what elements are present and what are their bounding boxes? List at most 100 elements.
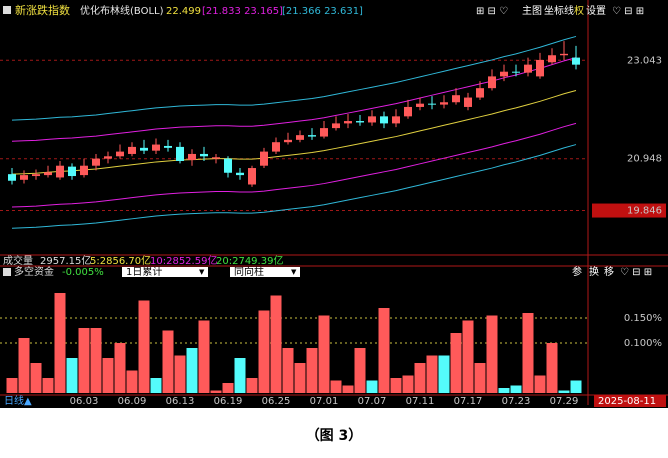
bar [270, 295, 282, 393]
bar [354, 348, 366, 393]
candle-body [332, 123, 340, 129]
x-tick-label: 06.19 [214, 396, 243, 407]
candle-body [260, 151, 268, 166]
bar [42, 378, 54, 393]
bar [222, 383, 234, 393]
x-tick-label: 07.17 [454, 396, 483, 407]
bar [246, 378, 258, 393]
bar [414, 363, 426, 393]
candle-body [32, 174, 40, 177]
x-tick-label: 07.11 [406, 396, 435, 407]
bar [462, 320, 474, 393]
dropdown-arrow[interactable]: ▼ [291, 268, 297, 276]
candle-body [572, 57, 580, 65]
boll-line [11, 90, 577, 175]
bar [390, 378, 402, 393]
boll-band: [21.833 23.165] [202, 6, 283, 17]
candle-body [44, 172, 52, 176]
dropdown[interactable] [230, 267, 300, 277]
bar [258, 310, 270, 393]
icon[interactable] [3, 6, 11, 14]
candle-body [356, 121, 364, 123]
bar [558, 390, 570, 393]
bar [570, 380, 582, 393]
bar [534, 375, 546, 393]
bar [366, 380, 378, 393]
candle-body [476, 88, 484, 98]
candle-body [428, 103, 436, 105]
bar [450, 333, 462, 393]
candle-body [104, 156, 112, 159]
toolbar-item[interactable]: 坐标线 [544, 4, 574, 17]
bar [126, 370, 138, 393]
toolbar-icon[interactable]: ⊞ ⊟ ♡ [476, 6, 508, 17]
candle-body [20, 175, 28, 180]
candle-body [68, 166, 76, 177]
x-tick-label: 06.13 [166, 396, 195, 407]
panel-tool[interactable]: 移 [604, 265, 614, 278]
y-tick-label: 20.948 [627, 154, 662, 165]
period[interactable]: 日线▲ [4, 394, 32, 407]
toolbar-icon[interactable]: ♡ ⊟ ⊞ [620, 267, 652, 278]
indicator-name[interactable]: 新涨跌指数 [15, 3, 70, 17]
panel-tool[interactable]: 参 [572, 265, 582, 278]
boll-line [11, 35, 577, 121]
toolbar-item[interactable]: 主图 [522, 5, 542, 17]
candle-body [92, 158, 100, 166]
price-box [592, 203, 666, 218]
candle-body [536, 59, 544, 77]
bar [546, 343, 558, 393]
candle-body [140, 147, 148, 151]
candle-body [80, 165, 88, 176]
candle-body [416, 103, 424, 107]
bar [174, 355, 186, 393]
panel-tool[interactable]: 换 [589, 265, 599, 278]
candle-body [344, 121, 352, 124]
bar [78, 328, 90, 393]
x-tick-label: 06.03 [70, 396, 99, 407]
bar [150, 378, 162, 393]
bar [378, 308, 390, 393]
dropdown-label[interactable]: 同向柱 [234, 265, 264, 278]
background [0, 0, 668, 408]
panel-value: -0.005% [62, 267, 104, 278]
dropdown-arrow[interactable]: ▼ [199, 268, 205, 276]
toolbar-icon[interactable]: ♡ ⊟ ⊞ [612, 6, 644, 17]
candle-body [176, 146, 184, 161]
cursor-date: 2025-08-11 [598, 396, 656, 407]
x-tick-label: 07.07 [358, 396, 387, 407]
bar [510, 385, 522, 393]
x-tick-label: 06.09 [118, 396, 147, 407]
bar [186, 348, 198, 393]
candle-body [56, 165, 64, 178]
candle-body [368, 116, 376, 123]
dropdown-label[interactable]: 1日累计 [126, 265, 162, 278]
bar [498, 388, 510, 393]
boll-mid: 22.499 [166, 6, 201, 17]
bar [54, 293, 66, 393]
toolbar-item[interactable]: 设置 [586, 5, 606, 17]
bar [486, 315, 498, 393]
candle-body [128, 146, 136, 154]
bar [234, 358, 246, 393]
x-tick-label: 07.01 [310, 396, 339, 407]
bar [210, 390, 222, 393]
candle-body [248, 168, 256, 185]
bar [294, 363, 306, 393]
boll-title: 优化布林线(BOLL) [80, 4, 164, 17]
bar [138, 300, 150, 393]
dropdown[interactable] [122, 267, 208, 277]
icon[interactable] [3, 268, 11, 276]
volume-ma: 5:2856.70亿 [90, 254, 151, 267]
x-tick-label: 06.25 [262, 396, 291, 407]
candle-body [236, 172, 244, 176]
candle-body [380, 116, 388, 124]
toolbar-item[interactable]: 权 [574, 4, 584, 17]
bar [282, 348, 294, 393]
candle-body [320, 128, 328, 137]
candle-body [440, 102, 448, 105]
candle-body [188, 153, 196, 161]
candle-body [296, 135, 304, 140]
